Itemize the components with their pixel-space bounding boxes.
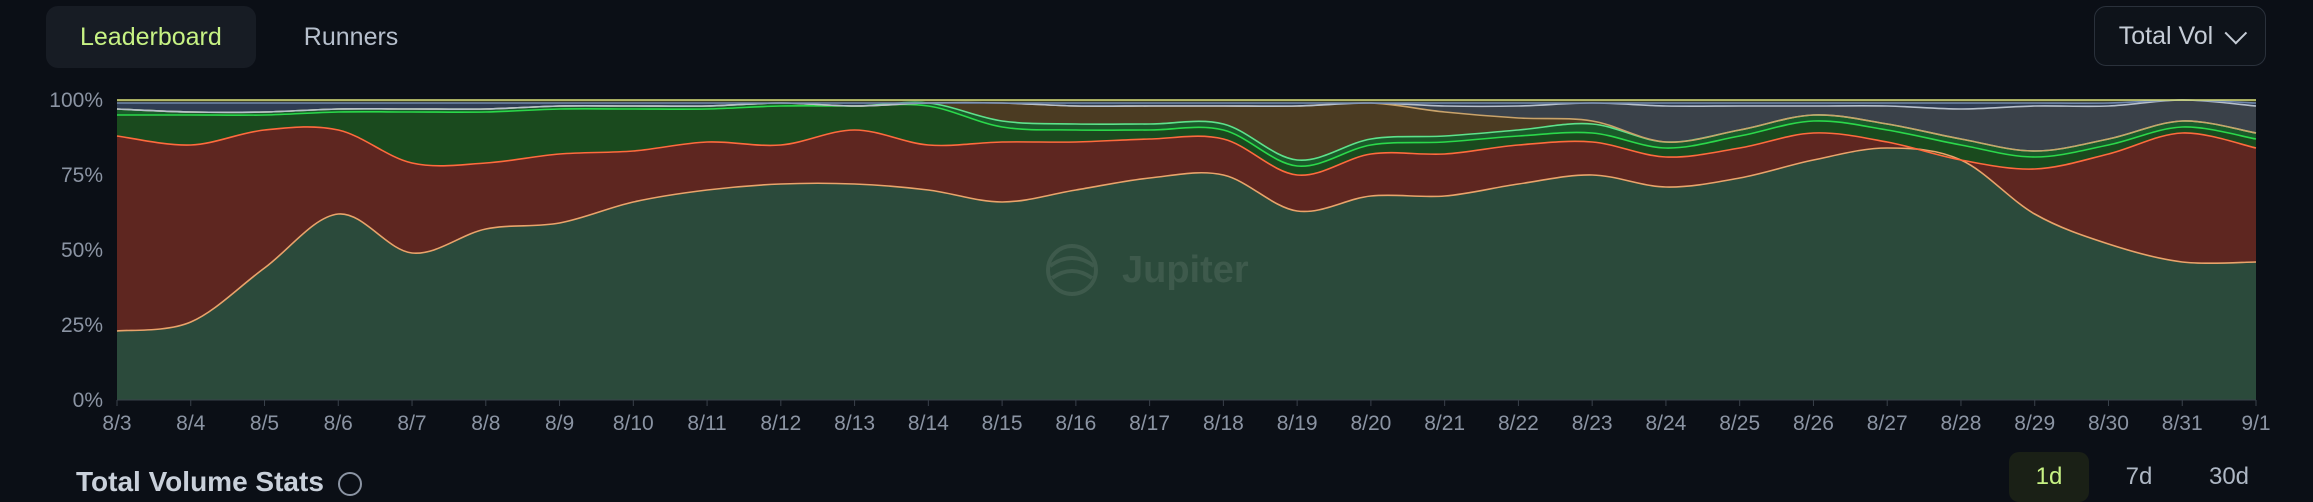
series-line-5: [116, 99, 2257, 114]
range-30d-button[interactable]: 30d: [2208, 463, 2250, 490]
jupiter-logo-icon: [1046, 244, 1098, 296]
x-tick-label: 8/21: [1424, 412, 1465, 435]
x-tick-label: 8/20: [1350, 412, 1391, 435]
y-axis: 0% 25% 50% 75% 100%: [49, 89, 103, 412]
x-tick-label: 8/16: [1055, 412, 1096, 435]
x-tick-label: 8/18: [1203, 412, 1244, 435]
stacked-area-chart: Jupiter 0%25%50%75%100% 8/3 8/4 8/5 8/6 8/7 8…: [49, 89, 2271, 435]
x-tick-label: 8/12: [760, 412, 801, 435]
x-tick-label: 8/17: [1129, 412, 1170, 435]
tab-runners[interactable]: Runners: [303, 22, 399, 51]
x-tick-label: 9/1: [2241, 412, 2270, 435]
x-tick-label: 8/31: [2162, 412, 2203, 435]
x-tick-label: 8/27: [1867, 412, 1908, 435]
x-tick-label: 8/14: [908, 412, 949, 435]
y-tick-label: 25%: [61, 314, 103, 337]
y-tick-label: 50%: [61, 239, 103, 262]
series-line-1: [116, 126, 2257, 176]
tab-bar: Leaderboard Runners: [46, 6, 432, 68]
range-1d-button[interactable]: 1d: [2009, 452, 2089, 502]
series-line-2: [116, 103, 2257, 167]
info-icon[interactable]: [338, 472, 362, 496]
series-lines: [116, 99, 2257, 332]
y-tick-label: 75%: [61, 164, 103, 187]
y-tick-label: 100%: [49, 89, 103, 112]
area-series-5: [117, 100, 2256, 151]
series-line-6: [117, 99, 2257, 105]
series-line-0: [116, 147, 2257, 332]
y-tick-label: 0%: [73, 389, 103, 412]
x-tick-label: 8/22: [1498, 412, 1539, 435]
x-tick-label: 8/9: [545, 412, 574, 435]
x-tick-label: 8/19: [1277, 412, 1318, 435]
x-tick-label: 8/30: [2088, 412, 2129, 435]
x-tick-label: 8/8: [471, 412, 500, 435]
x-tick-label: 8/11: [687, 412, 726, 435]
area-series-0: [117, 148, 2256, 400]
x-axis: 8/3 8/4 8/5 8/6 8/7 8/8 8/9 8/10 8/11 8/12 8/13 8/1…: [102, 399, 2271, 435]
tab-leaderboard[interactable]: Leaderboard: [46, 6, 256, 68]
x-tick-label: 8/15: [982, 412, 1023, 435]
x-tick-label: 8/10: [613, 412, 654, 435]
range-selector: 1d 7d 30d: [2009, 452, 2269, 502]
area-series-4: [117, 102, 2256, 161]
x-tick-label: 8/3: [102, 412, 131, 435]
x-tick-label: 8/26: [1793, 412, 1834, 435]
x-tick-label: 8/23: [1572, 412, 1613, 435]
x-tick-label: 8/28: [1941, 412, 1982, 435]
x-tick-label: 8/29: [2014, 412, 2055, 435]
area-series-2: [117, 104, 2256, 176]
x-tick-label: 8/6: [324, 412, 353, 435]
watermark-text: Jupiter: [1122, 249, 1249, 291]
volume-select-value: Total Vol: [2118, 21, 2214, 50]
volume-select[interactable]: Total Vol: [2094, 6, 2266, 66]
area-series-1: [117, 126, 2256, 331]
x-tick-label: 8/7: [397, 412, 426, 435]
range-7d-button[interactable]: 7d: [2125, 463, 2153, 490]
x-tick-label: 8/5: [250, 412, 279, 435]
x-tick-label: 8/13: [834, 412, 875, 435]
x-tick-label: 8/24: [1645, 412, 1686, 435]
watermark: Jupiter: [1046, 244, 1249, 296]
x-tick-label: 8/4: [176, 412, 206, 435]
x-tick-label: 8/25: [1719, 412, 1760, 435]
stats-title: Total Volume Stats: [76, 466, 324, 497]
